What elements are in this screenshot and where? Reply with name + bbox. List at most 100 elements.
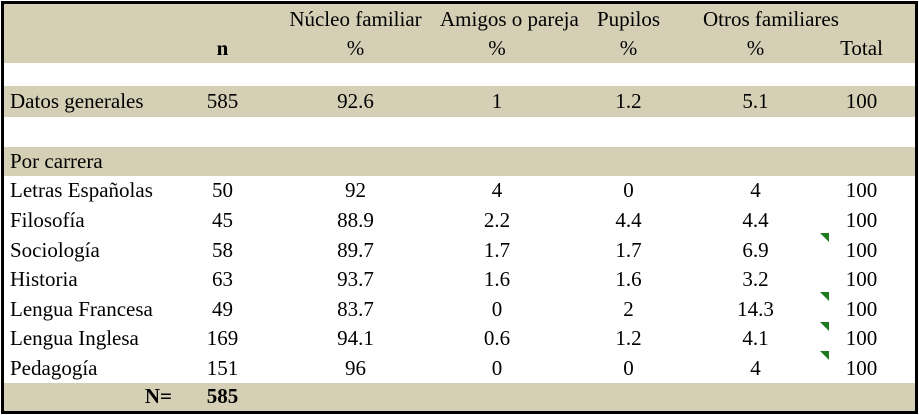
cell-amigos-pct: 4 xyxy=(491,178,503,203)
column-header-carrera xyxy=(4,34,174,63)
cell-otros-pct: 4 xyxy=(750,178,761,203)
section-row: Por carrera xyxy=(4,147,915,177)
cell-total-value: 100 xyxy=(845,237,878,262)
footer-n-label: N= xyxy=(144,384,172,409)
cell-amigos-pct: 1 xyxy=(491,89,503,114)
cell-n: 45 xyxy=(212,207,233,232)
cell-carrera: Historia xyxy=(10,267,78,292)
cell-nucleo-pct: 92.6 xyxy=(337,89,374,114)
cell-n: 63 xyxy=(212,267,233,292)
table-row: Letras Españolas 50 92 4 0 4 100 xyxy=(4,176,915,206)
cell-pupilos-pct: 1.6 xyxy=(615,267,642,292)
cell-carrera: Pedagogía xyxy=(10,355,98,380)
cell-total: 100 xyxy=(808,233,915,265)
spacer-cell xyxy=(4,63,915,86)
cell-total-value: 100 xyxy=(845,326,878,351)
cell-pupilos-pct: 0 xyxy=(623,355,634,380)
cell-amigos-pct: 1.6 xyxy=(483,267,511,292)
cell-nucleo-pct: 94.1 xyxy=(337,326,374,351)
footer-empty-cell xyxy=(808,383,915,411)
cell-otros-pct: 4 xyxy=(750,355,761,380)
cell-pupilos-pct: 0 xyxy=(623,178,634,203)
cell-nucleo-pct: 83.7 xyxy=(337,296,374,321)
cell-nucleo-pct: 88.9 xyxy=(337,207,374,232)
cell-carrera: Datos generales xyxy=(10,89,144,114)
cell-total-value: 100 xyxy=(845,178,878,203)
cell-n: 58 xyxy=(212,237,233,262)
table-row: Filosofía 45 88.9 2.2 4.4 4.4 100 xyxy=(4,206,915,236)
cell-total-value: 100 xyxy=(845,207,878,232)
cell-otros-pct: 3.2 xyxy=(742,267,769,292)
footer-empty-cell xyxy=(271,383,440,411)
cell-carrera: Letras Españolas xyxy=(10,178,153,203)
footer-n-value: 585 xyxy=(206,384,239,409)
spacer-row xyxy=(4,63,915,86)
spacer-row xyxy=(4,117,915,147)
footer-empty-cell xyxy=(440,383,554,411)
cell-total-value: 100 xyxy=(845,267,878,292)
cell-pupilos-pct: 2 xyxy=(623,296,634,321)
green-corner-flag-icon xyxy=(820,292,829,302)
cell-n: 151 xyxy=(206,355,239,380)
cell-carrera: Filosofía xyxy=(10,207,85,232)
header-row-groups: Núcleo familiar Amigos o pareja Pupilos Otr… xyxy=(4,4,915,35)
table-row: Datos generales 585 92.6 1 1.2 5.1 100 xyxy=(4,86,915,118)
cell-pupilos-pct: 1.2 xyxy=(615,89,642,114)
cell-total: 100 xyxy=(808,265,915,295)
cell-total-value: 100 xyxy=(845,296,878,321)
column-header-n: n xyxy=(216,36,229,61)
table-row: Historia 63 93.7 1.6 1.6 3.2 100 xyxy=(4,265,915,295)
section-label: Por carrera xyxy=(10,149,103,174)
cell-otros-pct: 4.4 xyxy=(742,207,769,232)
cell-nucleo-pct: 93.7 xyxy=(337,267,374,292)
cell-n: 169 xyxy=(206,326,239,351)
cell-pupilos-pct: 1.7 xyxy=(615,237,642,262)
cell-carrera: Lengua Inglesa xyxy=(10,326,139,351)
table-row: Sociología 58 89.7 1.7 1.7 6.9 100 xyxy=(4,233,915,265)
cell-amigos-pct: 1.7 xyxy=(483,237,511,262)
cell-n: 585 xyxy=(206,89,239,114)
cell-amigos-pct: 2.2 xyxy=(483,207,511,232)
footer-empty-cell xyxy=(703,383,808,411)
cell-nucleo-pct: 92 xyxy=(345,178,366,203)
cell-total: 100 xyxy=(808,321,915,354)
cell-pupilos-pct: 1.2 xyxy=(615,326,642,351)
cell-total: 100 xyxy=(808,206,915,236)
cell-nucleo-pct: 96 xyxy=(345,355,366,380)
column-header-amigos-pct: % xyxy=(488,36,506,61)
cell-total-value: 100 xyxy=(845,89,878,114)
data-table: Núcleo familiar Amigos o pareja Pupilos Otr… xyxy=(4,4,915,411)
column-header-total: Total xyxy=(840,36,883,61)
green-corner-flag-icon xyxy=(820,233,829,243)
cell-nucleo-pct: 89.7 xyxy=(337,237,374,262)
column-header-pupilos-pct: % xyxy=(619,36,638,61)
cell-total-value: 100 xyxy=(845,355,878,380)
footer-empty-cell xyxy=(554,383,703,411)
group-header-pupilos-pct: Pupilos xyxy=(596,6,661,31)
table-row: Lengua Francesa 49 83.7 0 2 14.3 100 xyxy=(4,292,915,324)
green-corner-flag-icon xyxy=(820,321,829,331)
footer-row: N= 585 xyxy=(4,382,915,411)
cell-amigos-pct: 0.6 xyxy=(483,326,511,351)
green-corner-flag-icon xyxy=(820,351,829,361)
group-header-n xyxy=(174,4,271,34)
cell-otros-pct: 14.3 xyxy=(737,296,774,321)
group-header-nucleo-pct: Núcleo familiar xyxy=(289,6,422,31)
group-header-carrera xyxy=(4,4,174,34)
column-header-nucleo-pct: % xyxy=(346,36,365,61)
group-header-otros-pct: Otros familiares xyxy=(703,6,839,31)
cell-amigos-pct: 0 xyxy=(491,296,503,321)
header-row-units: n%%%% Total xyxy=(4,34,915,64)
cell-pupilos-pct: 4.4 xyxy=(615,207,642,232)
spacer-cell xyxy=(4,117,915,147)
cell-n: 50 xyxy=(212,178,233,203)
cell-total: 100 xyxy=(808,86,915,117)
cell-carrera: Lengua Francesa xyxy=(10,296,153,321)
cell-amigos-pct: 0 xyxy=(491,355,503,380)
table-row: Pedagogía 151 96 0 0 4 100 xyxy=(4,351,915,383)
cell-carrera: Sociología xyxy=(10,237,100,262)
table-row: Lengua Inglesa 169 94.1 0.6 1.2 4.1 100 xyxy=(4,321,915,354)
cell-total: 100 xyxy=(808,176,915,206)
cell-n: 49 xyxy=(212,296,233,321)
